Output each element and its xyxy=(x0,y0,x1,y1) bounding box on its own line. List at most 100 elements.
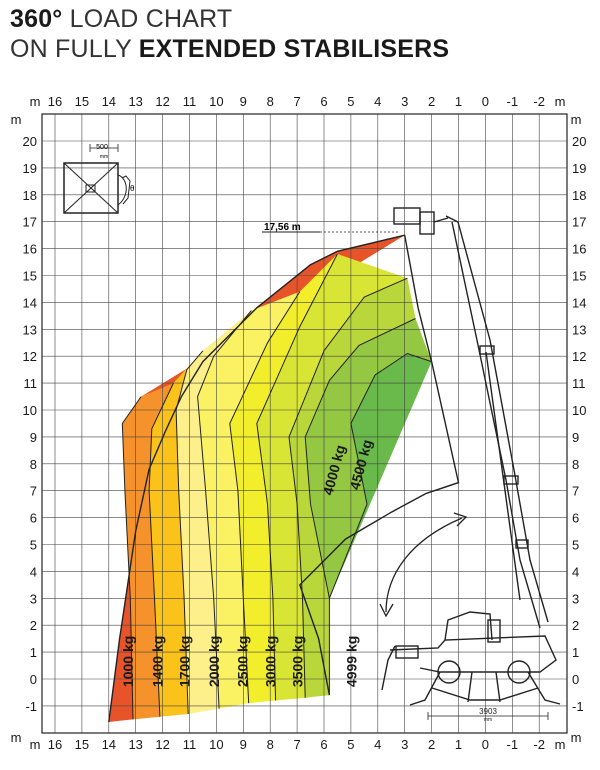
zone-boundary-2 xyxy=(148,382,174,717)
y-unit-bottom-left: m xyxy=(11,730,22,745)
zone-4 xyxy=(197,291,300,709)
y-tick-left-17: 17 xyxy=(23,215,37,230)
zone-label-6: 3500 kg xyxy=(289,636,305,687)
zone-boundary-7 xyxy=(288,277,408,698)
zone-1 xyxy=(122,383,174,720)
platform-inset: 500 mm θ xyxy=(63,144,135,214)
x-tick-top-7: 7 xyxy=(293,94,300,109)
max-height-label: 17,56 m xyxy=(264,222,301,233)
x-tick-top-9: 9 xyxy=(240,94,247,109)
x-tick-top--1: -1 xyxy=(507,94,519,109)
y-tick-right-4: 4 xyxy=(572,564,579,579)
y-tick-left-1: 1 xyxy=(30,645,37,660)
y-tick-left-0: 0 xyxy=(30,672,37,687)
x-tick-bottom-10: 10 xyxy=(209,737,223,752)
x-tick-bottom-0: 0 xyxy=(482,737,489,752)
y-tick-right-10: 10 xyxy=(572,403,586,418)
y-tick-left-13: 13 xyxy=(23,322,37,337)
y-tick-right-0: 0 xyxy=(572,672,579,687)
zone-boundary-0 xyxy=(108,234,405,723)
x-tick-top-6: 6 xyxy=(320,94,327,109)
x-tick-top-4: 4 xyxy=(374,94,381,109)
x-tick-bottom--2: -2 xyxy=(533,737,545,752)
y-tick-left-5: 5 xyxy=(30,538,37,553)
y-tick-left-12: 12 xyxy=(23,349,37,364)
x-tick-bottom-1: 1 xyxy=(455,737,462,752)
x-tick-top--2: -2 xyxy=(533,94,545,109)
telehandler-drawing xyxy=(381,207,561,720)
y-tick-left--1: -1 xyxy=(25,699,37,714)
y-tick-right-1: 1 xyxy=(572,645,579,660)
x-tick-top-3: 3 xyxy=(401,94,408,109)
x-tick-top-1: 1 xyxy=(455,94,462,109)
max-height-marker: 17,56 m xyxy=(262,222,398,233)
zone-label-5: 3000 kg xyxy=(263,636,279,687)
x-tick-top-16: 16 xyxy=(48,94,62,109)
y-unit-bottom-right: m xyxy=(571,730,582,745)
x-unit-bottom-left: m xyxy=(30,737,41,752)
x-tick-top-8: 8 xyxy=(267,94,274,109)
stabiliser-width-label: 3903 xyxy=(479,707,497,716)
rotation-arrow xyxy=(379,512,468,618)
x-tick-top-11: 11 xyxy=(183,94,197,109)
y-tick-left-7: 7 xyxy=(30,484,37,499)
x-tick-bottom-7: 7 xyxy=(293,737,300,752)
y-tick-left-20: 20 xyxy=(23,134,37,149)
y-tick-right-12: 12 xyxy=(572,349,586,364)
x-tick-bottom-4: 4 xyxy=(374,737,381,752)
x-tick-bottom-15: 15 xyxy=(75,737,89,752)
x-unit-top-left: m xyxy=(30,94,41,109)
x-tick-bottom--1: -1 xyxy=(507,737,519,752)
x-tick-bottom-9: 9 xyxy=(240,737,247,752)
x-tick-bottom-14: 14 xyxy=(102,737,116,752)
y-tick-left-14: 14 xyxy=(23,295,37,310)
y-tick-right-5: 5 xyxy=(572,538,579,553)
y-tick-left-9: 9 xyxy=(30,430,37,445)
y-tick-right-17: 17 xyxy=(572,215,586,230)
zone-label-1: 1400 kg xyxy=(150,636,166,687)
y-tick-right-2: 2 xyxy=(572,618,579,633)
x-tick-bottom-5: 5 xyxy=(347,737,354,752)
title-line-2: ON FULLY EXTENDED STABILISERS xyxy=(10,34,449,64)
zone-label-3: 2000 kg xyxy=(206,636,222,687)
zone-label-2: 1700 kg xyxy=(177,636,193,687)
y-tick-left-16: 16 xyxy=(23,242,37,257)
y-tick-left-2: 2 xyxy=(30,618,37,633)
y-tick-right-13: 13 xyxy=(572,322,586,337)
x-tick-bottom-2: 2 xyxy=(428,737,435,752)
x-tick-bottom-16: 16 xyxy=(48,737,62,752)
zone-3 xyxy=(176,310,252,714)
y-tick-right-15: 15 xyxy=(572,269,586,284)
y-tick-left-10: 10 xyxy=(23,403,37,418)
zone-label-4: 2500 kg xyxy=(234,636,250,687)
y-tick-right-11: 11 xyxy=(572,376,586,391)
zone-boundary-3 xyxy=(175,350,204,715)
y-tick-right-19: 19 xyxy=(572,161,586,176)
x-tick-bottom-12: 12 xyxy=(155,737,169,752)
y-tick-right-14: 14 xyxy=(572,295,586,310)
title-line-1: 360° LOAD CHART xyxy=(10,4,449,34)
chart-grid xyxy=(41,113,568,734)
x-tick-bottom-11: 11 xyxy=(183,737,197,752)
zone-boundary-4 xyxy=(197,310,252,709)
y-tick-right-9: 9 xyxy=(572,430,579,445)
x-tick-bottom-13: 13 xyxy=(128,737,142,752)
x-tick-top-5: 5 xyxy=(347,94,354,109)
x-tick-top-0: 0 xyxy=(482,94,489,109)
y-tick-left-4: 4 xyxy=(30,564,37,579)
zone-8 xyxy=(305,318,432,696)
y-tick-left-6: 6 xyxy=(30,511,37,526)
platform-width-label: 500 xyxy=(96,144,108,151)
zone-label-0: 1000 kg xyxy=(120,636,136,687)
y-tick-right-6: 6 xyxy=(572,511,579,526)
platform-width-unit: mm xyxy=(100,154,108,160)
y-unit-top-left: m xyxy=(11,112,22,127)
axis-ticks: 1616151514141313121211111010998877665544… xyxy=(11,94,587,752)
y-tick-left-18: 18 xyxy=(23,188,37,203)
zone-boundary-1 xyxy=(121,396,142,720)
x-tick-top-10: 10 xyxy=(209,94,223,109)
zone-boundary-5 xyxy=(229,291,301,704)
y-tick-right-8: 8 xyxy=(572,457,579,472)
title-load-chart: LOAD CHART xyxy=(69,5,233,33)
